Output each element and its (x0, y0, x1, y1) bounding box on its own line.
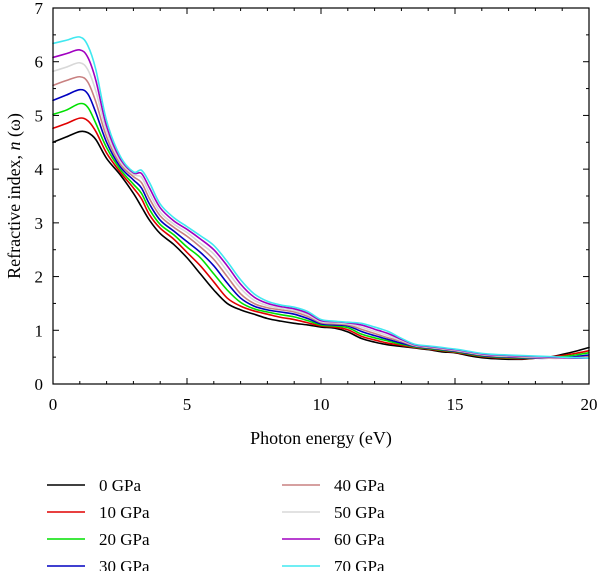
series-line-0-gpa (52, 130, 590, 361)
plot-frame (52, 7, 590, 385)
series-line-60-gpa (52, 49, 590, 360)
legend-label: 30 GPa (99, 557, 150, 571)
legend-label: 10 GPa (99, 503, 150, 522)
y-tick-label: 3 (35, 214, 44, 233)
x-tick-label: 10 (313, 395, 330, 414)
y-axis-title-prefix: Refractive index, (4, 150, 24, 278)
legend-label: 20 GPa (99, 530, 150, 549)
x-axis-title: Photon energy (eV) (250, 428, 392, 449)
x-tick-label: 20 (581, 395, 598, 414)
legend-label: 70 GPa (334, 557, 385, 571)
y-tick-label: 0 (35, 375, 44, 394)
legend-label: 60 GPa (334, 530, 385, 549)
y-axis-title: Refractive index, n (ω) (4, 113, 25, 279)
legend-label: 0 GPa (99, 476, 141, 495)
x-tick-label: 5 (183, 395, 192, 414)
y-tick-label: 4 (35, 160, 44, 179)
series-line-30-gpa (52, 88, 590, 360)
series-line-50-gpa (52, 61, 590, 360)
legend-label: 40 GPa (334, 476, 385, 495)
legend: 0 GPa 10 GPa 20 GPa 30 GPa 40 GPa 50 GPa 60 GP… (47, 476, 385, 571)
y-tick-label: 5 (35, 106, 44, 125)
y-tick-label: 7 (35, 0, 44, 18)
y-axis-title-symbol: n (4, 141, 24, 150)
series-line-70-gpa (52, 36, 590, 360)
y-tick-label: 6 (35, 53, 44, 72)
y-tick-label: 1 (35, 321, 44, 340)
x-tick-label: 15 (447, 395, 464, 414)
series-lines (52, 36, 590, 361)
x-tick-label: 0 (49, 395, 58, 414)
legend-label: 50 GPa (334, 503, 385, 522)
series-line-40-gpa (52, 75, 590, 360)
y-tick-label: 2 (35, 268, 44, 287)
axis-ticks: 0 5 10 15 20 0 1 2 3 4 5 6 7 (35, 0, 598, 414)
y-axis-title-paren: (ω) (4, 113, 25, 137)
